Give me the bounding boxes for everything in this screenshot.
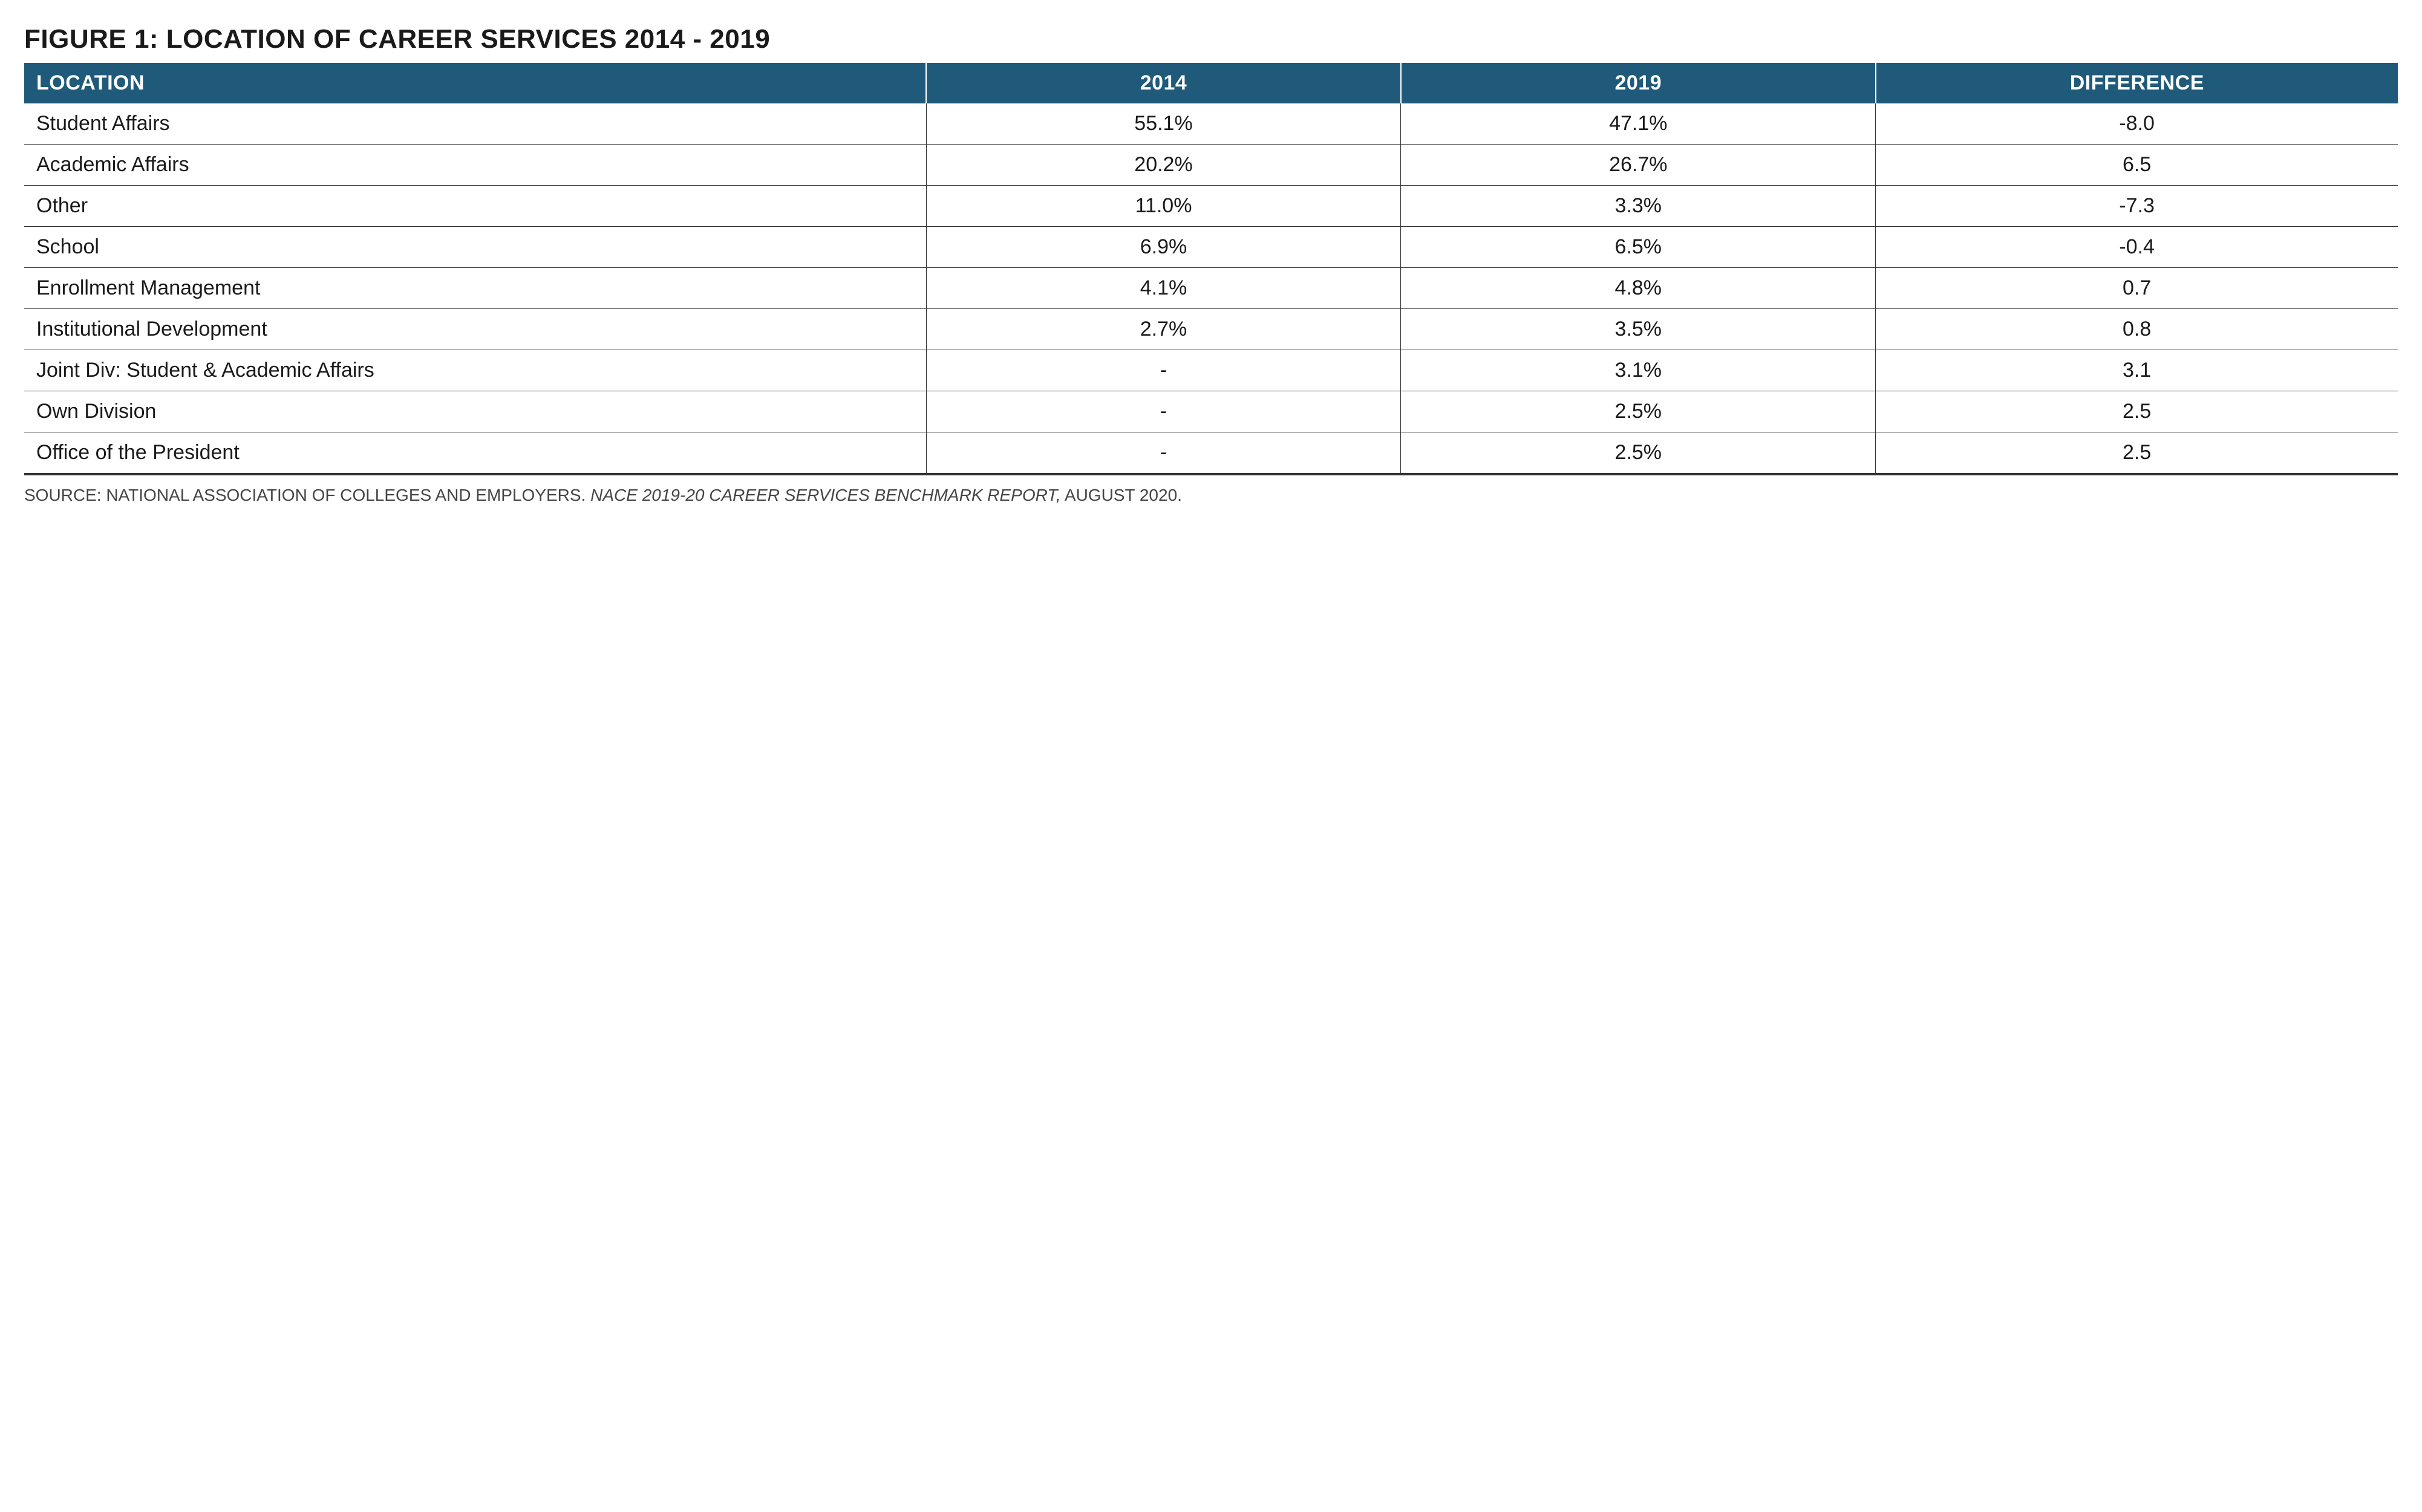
cell-diff: 3.1 — [1876, 350, 2398, 391]
cell-2014: 4.1% — [926, 268, 1401, 309]
cell-2019: 3.1% — [1401, 350, 1876, 391]
cell-diff: 2.5 — [1876, 432, 2398, 475]
col-header-difference: DIFFERENCE — [1876, 63, 2398, 103]
table-row: Office of the President - 2.5% 2.5 — [24, 432, 2398, 475]
cell-2014: 20.2% — [926, 145, 1401, 186]
cell-2014: 11.0% — [926, 186, 1401, 227]
cell-2019: 26.7% — [1401, 145, 1876, 186]
table-header-row: LOCATION 2014 2019 DIFFERENCE — [24, 63, 2398, 103]
cell-2019: 4.8% — [1401, 268, 1876, 309]
cell-diff: 2.5 — [1876, 391, 2398, 432]
table-row: Joint Div: Student & Academic Affairs - … — [24, 350, 2398, 391]
table-row: Academic Affairs 20.2% 26.7% 6.5 — [24, 145, 2398, 186]
col-header-2014: 2014 — [926, 63, 1401, 103]
figure-title: FIGURE 1: LOCATION OF CAREER SERVICES 20… — [24, 24, 2398, 54]
cell-2014: 2.7% — [926, 309, 1401, 350]
cell-2014: - — [926, 391, 1401, 432]
cell-diff: -0.4 — [1876, 227, 2398, 268]
cell-location: Academic Affairs — [24, 145, 926, 186]
cell-location: Enrollment Management — [24, 268, 926, 309]
table-body: Student Affairs 55.1% 47.1% -8.0 Academi… — [24, 103, 2398, 474]
cell-location: Joint Div: Student & Academic Affairs — [24, 350, 926, 391]
cell-location: Institutional Development — [24, 309, 926, 350]
table-row: Student Affairs 55.1% 47.1% -8.0 — [24, 103, 2398, 145]
source-italic: NACE 2019-20 CAREER SERVICES BENCHMARK R… — [590, 486, 1061, 504]
cell-location: School — [24, 227, 926, 268]
table-row: Other 11.0% 3.3% -7.3 — [24, 186, 2398, 227]
table-row: Institutional Development 2.7% 3.5% 0.8 — [24, 309, 2398, 350]
cell-location: Own Division — [24, 391, 926, 432]
cell-2014: 6.9% — [926, 227, 1401, 268]
cell-diff: 0.8 — [1876, 309, 2398, 350]
cell-location: Student Affairs — [24, 103, 926, 145]
source-prefix: SOURCE: NATIONAL ASSOCIATION OF COLLEGES… — [24, 486, 590, 504]
cell-2014: - — [926, 432, 1401, 475]
cell-2014: 55.1% — [926, 103, 1401, 145]
table-row: Own Division - 2.5% 2.5 — [24, 391, 2398, 432]
table-row: School 6.9% 6.5% -0.4 — [24, 227, 2398, 268]
cell-2014: - — [926, 350, 1401, 391]
col-header-location: LOCATION — [24, 63, 926, 103]
cell-2019: 6.5% — [1401, 227, 1876, 268]
cell-diff: -7.3 — [1876, 186, 2398, 227]
source-suffix: AUGUST 2020. — [1061, 486, 1182, 504]
cell-location: Other — [24, 186, 926, 227]
source-citation: SOURCE: NATIONAL ASSOCIATION OF COLLEGES… — [24, 484, 2398, 507]
cell-2019: 2.5% — [1401, 391, 1876, 432]
data-table: LOCATION 2014 2019 DIFFERENCE Student Af… — [24, 63, 2398, 475]
col-header-2019: 2019 — [1401, 63, 1876, 103]
cell-diff: 6.5 — [1876, 145, 2398, 186]
cell-location: Office of the President — [24, 432, 926, 475]
cell-2019: 3.3% — [1401, 186, 1876, 227]
cell-diff: -8.0 — [1876, 103, 2398, 145]
table-row: Enrollment Management 4.1% 4.8% 0.7 — [24, 268, 2398, 309]
cell-2019: 3.5% — [1401, 309, 1876, 350]
cell-2019: 47.1% — [1401, 103, 1876, 145]
cell-2019: 2.5% — [1401, 432, 1876, 475]
cell-diff: 0.7 — [1876, 268, 2398, 309]
